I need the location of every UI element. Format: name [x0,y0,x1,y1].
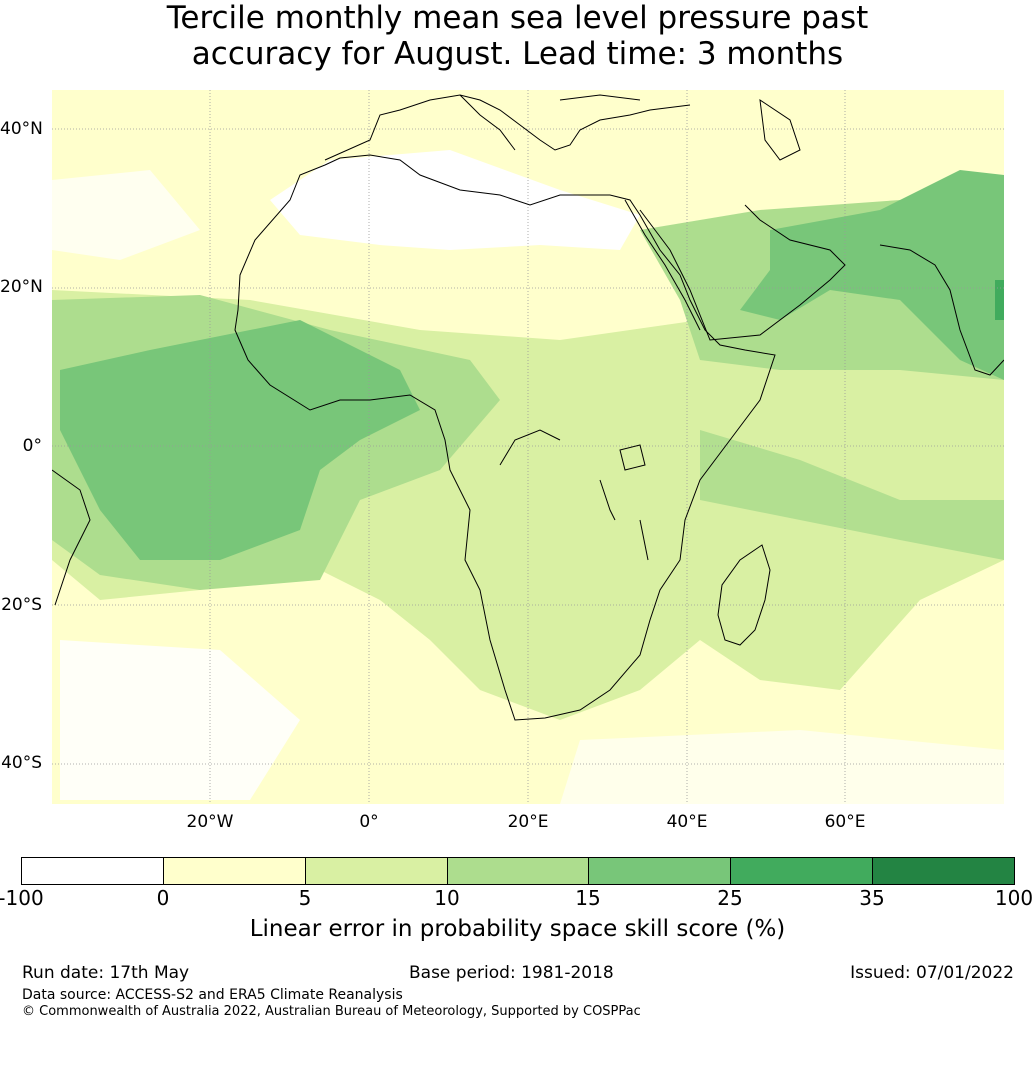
white-patch-north-atlantic [52,170,200,260]
gridlines [52,90,1004,804]
colorbar-segment-4 [589,858,732,884]
colorbar [21,857,1015,885]
lon-label-0: 0° [359,812,379,832]
colorbar-tick: 25 [717,886,743,910]
colorbar-segment-6 [873,858,1015,884]
lon-label-40e: 40°E [666,812,708,832]
base-period: Base period: 1981-2018 [409,963,614,983]
lake-malawi [639,519,649,561]
lon-label-60e: 60°E [824,812,866,832]
title-line-1: Tercile monthly mean sea level pressure … [166,0,869,36]
colorbar-segment-1 [163,858,306,884]
colorbar-tick: 5 [298,886,312,910]
issued-date: Issued: 07/01/2022 [850,963,1014,983]
colorbar-label: Linear error in probability space skill … [249,916,786,942]
caspian-black-sea [559,94,801,161]
colorbar-tick: 0 [156,886,170,910]
lon-label-20e: 20°E [507,812,549,832]
europe-coastline [324,94,691,161]
white-patch-southern-ocean [560,730,1004,804]
white-patch-sahara [270,150,640,250]
lat-label-0: 0° [22,436,42,456]
copyright-notice: © Commonwealth of Australia 2022, Austra… [22,1004,641,1019]
india-coastline [879,244,1004,376]
run-date: Run date: 17th May [22,963,190,983]
lat-label-40n: 40°N [0,119,43,139]
data-source: Data source: ACCESS-S2 and ERA5 Climate … [22,987,403,1003]
lake-tanganyika [599,479,616,521]
congo-river [499,429,561,466]
lake-victoria [619,444,646,471]
south-america-tip [52,469,91,606]
colorbar-segment-0 [22,858,164,884]
green-atlantic-core [60,320,420,560]
green-arabia-core [740,170,1004,380]
lat-label-20s: 20°S [1,595,42,615]
colorbar-tick: -100 [0,886,44,910]
arabia-coastline [639,204,846,341]
red-sea-coastline [624,199,701,331]
coastlines [52,94,1004,721]
lat-label-40s: 40°S [1,753,42,773]
map-title: Tercile monthly mean sea level pressure … [0,0,1035,72]
title-line-2: accuracy for August. Lead time: 3 months [191,36,844,72]
colorbar-segment-3 [447,858,590,884]
colorbar-tick: 10 [434,886,460,910]
lat-label-20n: 20°N [0,277,43,297]
colorbar-segment-5 [731,858,874,884]
colorbar-tick: 100 [994,886,1034,910]
mid-green-indian-ocean [700,430,1004,560]
white-patch-south-atlantic [60,640,300,800]
colorbar-tick: 35 [859,886,885,910]
colorbar-tick: 15 [575,886,601,910]
dark-green-spot [995,280,1004,320]
lon-label-20w: 20°W [186,812,234,832]
skill-score-map [52,90,1004,804]
colorbar-segment-2 [305,858,448,884]
italy-coastline [459,94,516,151]
africa-coastline [234,154,776,721]
madagascar-coastline [717,544,771,646]
